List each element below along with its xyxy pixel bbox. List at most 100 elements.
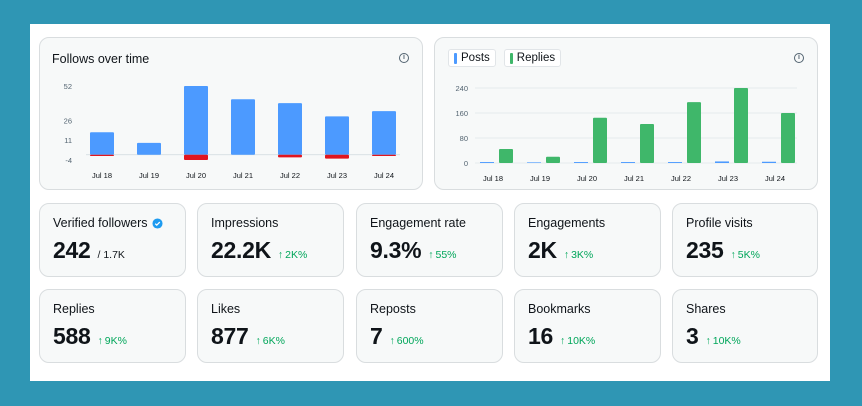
legend-posts[interactable]: Posts (448, 49, 496, 67)
posts-bar[interactable] (715, 161, 729, 163)
stat-value: 877 (211, 323, 249, 349)
stat-label: Engagement rate (370, 216, 466, 230)
stat-value: 7 (370, 323, 383, 349)
stat-value-row: 588 ↑ 9K% (53, 323, 127, 350)
unfollows-bar[interactable] (278, 154, 302, 158)
stat-value: 2K (528, 237, 557, 263)
replies-bar[interactable] (499, 148, 513, 163)
posts-bar[interactable] (480, 162, 494, 163)
stat-value: 242 (53, 237, 91, 263)
stat-delta: ↑ 9K% (97, 335, 126, 347)
stat-delta-value: 10K% (567, 335, 596, 347)
stat-delta: ↑ 600% (390, 335, 424, 347)
follows-bar[interactable] (137, 142, 161, 155)
stat-delta: ↑ 6K% (255, 335, 284, 347)
follows-chart-card: Follows over time i 52 26 11 -4 Jul 18 Jul 19… (39, 37, 423, 190)
stat-delta-value: 55% (435, 249, 457, 261)
stat-value: 16 (528, 323, 553, 349)
posts-bar[interactable] (574, 162, 588, 163)
arrow-up-icon: ↑ (97, 335, 103, 347)
posts-bar[interactable] (621, 162, 635, 163)
x-tick-label: Jul 18 (483, 174, 503, 183)
verified-badge-icon (151, 217, 163, 229)
posts-swatch (454, 52, 457, 64)
stat-label: Bookmarks (528, 302, 591, 316)
x-tick-label: Jul 21 (233, 171, 253, 180)
unfollows-bar[interactable] (325, 154, 349, 159)
stat-total: / 1.7K (97, 249, 125, 261)
x-tick-label: Jul 22 (671, 174, 691, 183)
stat-label: Likes (211, 302, 241, 316)
replies-bar[interactable] (734, 88, 748, 163)
stat-delta-value: 2K% (285, 249, 308, 261)
stat-label-wrap: Verified followers (53, 216, 163, 230)
x-tick-label: Jul 19 (139, 171, 159, 180)
replies-bar[interactable] (593, 117, 607, 163)
stat-card-impressions[interactable]: Impressions 22.2K ↑ 2K% (197, 203, 344, 277)
x-tick-label: Jul 20 (186, 171, 206, 180)
arrow-up-icon: ↑ (705, 335, 711, 347)
arrow-up-icon: ↑ (559, 335, 566, 347)
posts-bar[interactable] (527, 162, 541, 163)
stat-card-engagement-rate[interactable]: Engagement rate 9.3% ↑ 55% (356, 203, 503, 277)
replies-swatch (509, 52, 513, 64)
y-tick-label: 160 (455, 109, 468, 118)
stat-card-verified-followers[interactable]: Verified followers 242 / 1.7K (39, 203, 186, 277)
stat-value-row: 16 ↑ 10K% (528, 323, 595, 350)
stat-card-shares[interactable]: Shares 3 ↑ 10K% (672, 289, 818, 363)
arrow-up-icon: ↑ (255, 335, 261, 347)
stat-label: Engagements (528, 216, 606, 230)
stat-card-reposts[interactable]: Reposts 7 ↑ 600% (356, 289, 503, 363)
stat-value: 235 (686, 237, 724, 263)
replies-bar[interactable] (687, 102, 701, 163)
y-tick-label: 0 (464, 159, 468, 168)
stat-value: 3 (686, 323, 699, 349)
stat-value-row: 7 ↑ 600% (370, 323, 424, 350)
unfollows-bar[interactable] (184, 154, 208, 160)
stat-delta: ↑ 10K% (560, 335, 595, 347)
posts-bar[interactable] (762, 161, 776, 163)
x-tick-label: Jul 18 (92, 171, 112, 180)
follows-bar[interactable] (231, 99, 255, 155)
follows-bar[interactable] (90, 132, 114, 155)
chart-legend: Posts Replies (448, 49, 562, 67)
follows-chart-title: Follows over time (52, 52, 150, 66)
stat-delta-value: 10K% (712, 335, 741, 347)
stat-label: Impressions (211, 216, 279, 230)
stat-delta-value: 5K% (737, 249, 760, 261)
unfollows-bar[interactable] (90, 154, 114, 157)
stat-card-likes[interactable]: Likes 877 ↑ 6K% (197, 289, 344, 363)
stat-value-row: 242 / 1.7K (53, 237, 125, 264)
replies-bar[interactable] (640, 123, 654, 163)
y-tick-label: 11 (64, 136, 72, 145)
posts-replies-chart-card: Posts Replies i 240 160 80 0 Jul 18 Jul 19 Jul… (434, 37, 818, 190)
stat-delta: ↑ 2K% (278, 249, 307, 261)
unfollows-bar[interactable] (372, 154, 396, 157)
x-tick-label: Jul 22 (280, 171, 300, 180)
info-icon[interactable]: i (399, 53, 409, 63)
follows-bar[interactable] (278, 103, 302, 155)
stat-label: Replies (53, 302, 95, 316)
x-tick-label: Jul 23 (327, 171, 347, 180)
follows-bar[interactable] (325, 116, 349, 155)
posts-bar[interactable] (668, 162, 682, 163)
stat-delta: ↑ 3K% (564, 249, 593, 261)
stat-value: 9.3% (370, 237, 422, 263)
stat-card-profile-visits[interactable]: Profile visits 235 ↑ 5K% (672, 203, 818, 277)
stat-value-row: 22.2K ↑ 2K% (211, 237, 307, 264)
follows-bar[interactable] (372, 111, 396, 155)
stat-card-engagements[interactable]: Engagements 2K ↑ 3K% (514, 203, 661, 277)
follows-bar[interactable] (184, 86, 208, 155)
x-tick-label: Jul 20 (577, 174, 597, 183)
stat-card-bookmarks[interactable]: Bookmarks 16 ↑ 10K% (514, 289, 661, 363)
legend-replies[interactable]: Replies (503, 49, 562, 67)
stat-label: Verified followers (53, 216, 148, 230)
replies-bar[interactable] (781, 113, 795, 163)
replies-bar[interactable] (546, 156, 560, 163)
x-tick-label: Jul 24 (765, 174, 785, 183)
stat-value-row: 2K ↑ 3K% (528, 237, 593, 264)
stat-value-row: 9.3% ↑ 55% (370, 237, 457, 264)
info-icon[interactable]: i (794, 53, 804, 63)
stat-card-replies[interactable]: Replies 588 ↑ 9K% (39, 289, 186, 363)
arrow-up-icon: ↑ (389, 335, 395, 347)
